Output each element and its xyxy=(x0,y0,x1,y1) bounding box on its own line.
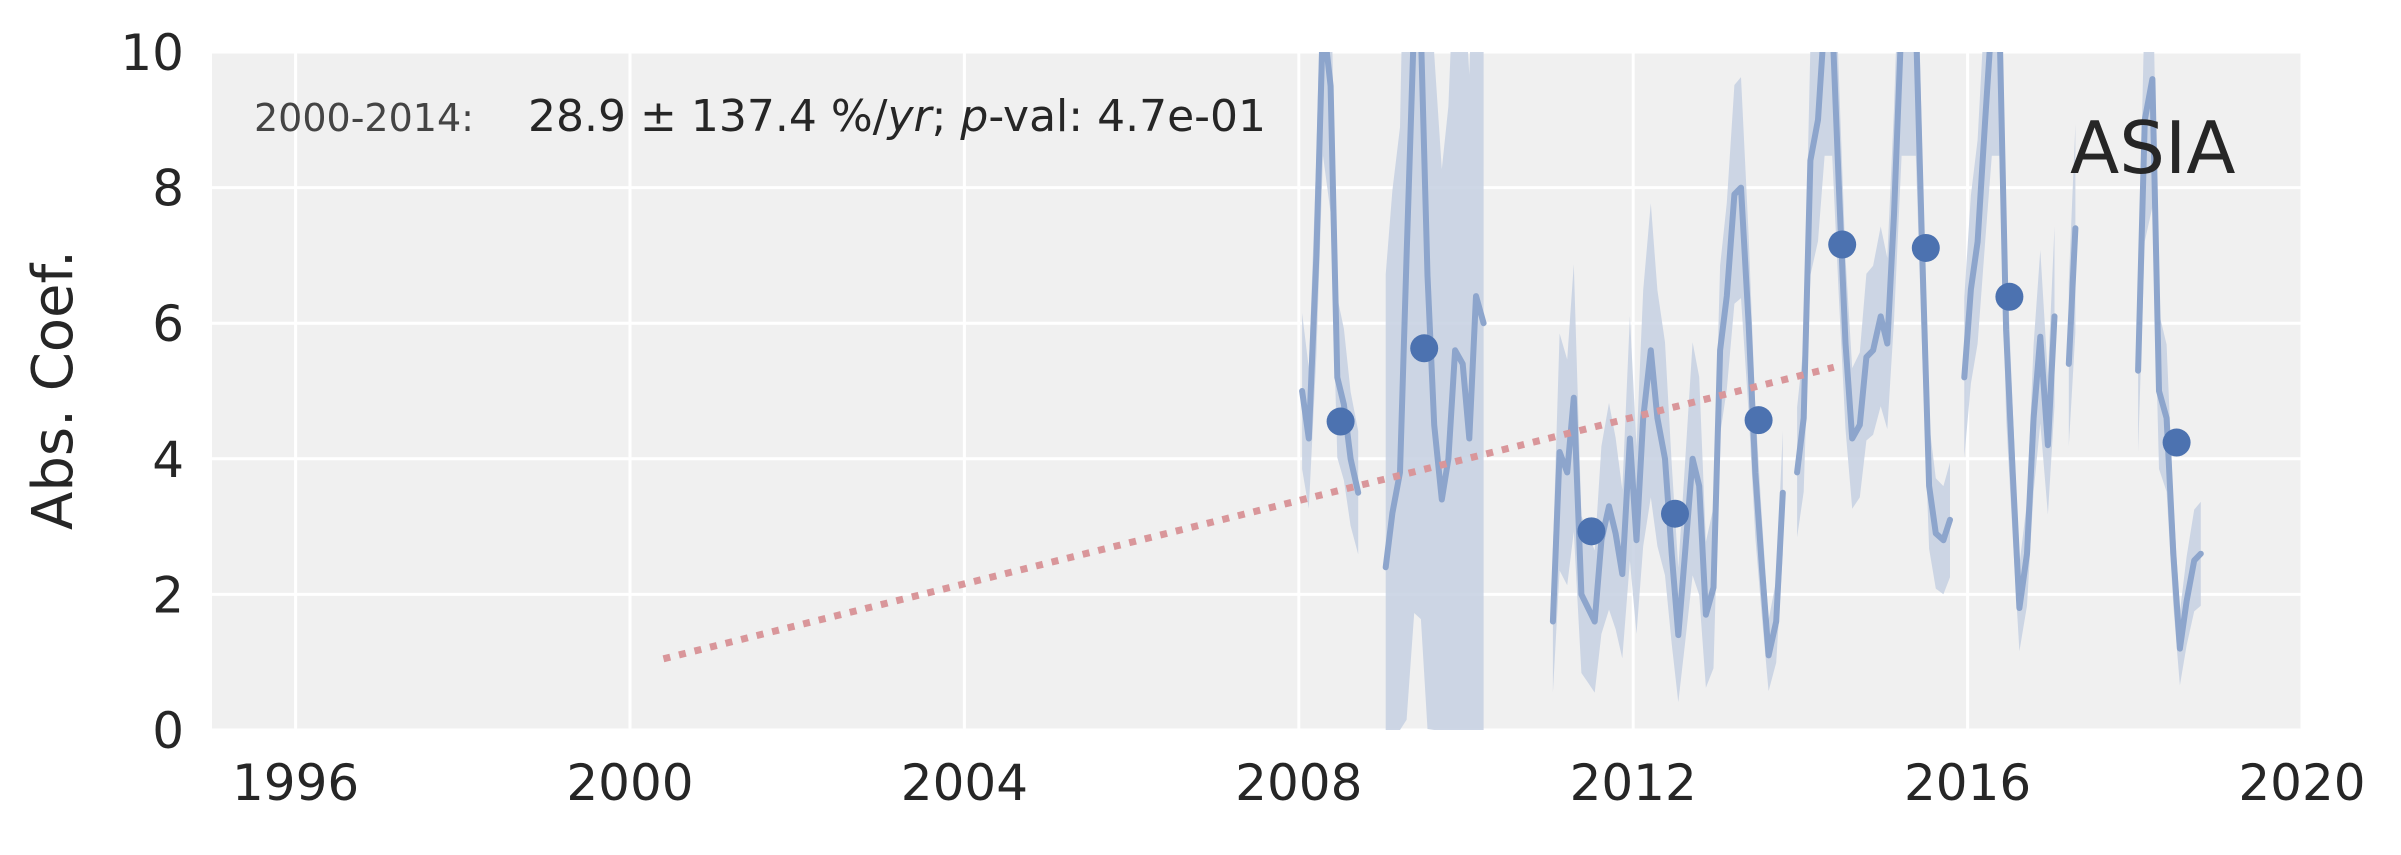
x-tick-label: 2020 xyxy=(2238,754,2365,812)
trend-uncertainty: 137.4 xyxy=(691,91,817,142)
y-tick-label: 8 xyxy=(152,160,184,218)
y-tick-label: 2 xyxy=(152,566,184,624)
annual-mean-point xyxy=(2162,428,2191,457)
trend-stats: 28.9 ± 137.4 %/yr; p-val: 4.7e-01 xyxy=(528,91,1266,142)
monthly-series-line xyxy=(1299,52,1362,496)
data-layer xyxy=(662,52,2204,730)
y-axis-label: Abs. Coef. xyxy=(21,250,86,530)
annual-mean-point xyxy=(1326,407,1355,436)
x-tick-label: 2008 xyxy=(1235,754,1362,812)
y-tick-label: 6 xyxy=(152,295,184,353)
monthly-series-line xyxy=(1794,52,1953,544)
uncertainty-band xyxy=(1552,77,1783,703)
trend-pval: -val: 4.7e-01 xyxy=(988,91,1266,142)
annual-mean-point xyxy=(1744,406,1773,435)
x-tick-label: 2016 xyxy=(1904,754,2031,812)
trend-period: 2000-2014: xyxy=(254,96,474,140)
x-axis-ticks: 1996 2000 2004 2008 2012 2016 2020 xyxy=(232,754,2366,812)
annual-mean-point xyxy=(1661,499,1689,528)
monthly-series-line xyxy=(1961,52,2058,611)
annual-mean-point xyxy=(1911,233,1940,262)
x-tick-label: 1996 xyxy=(232,754,359,812)
monthly-series-line xyxy=(1382,52,1487,571)
trend-sep: ; xyxy=(932,91,947,142)
trend-slope: 28.9 xyxy=(528,91,626,142)
x-tick-label: 2000 xyxy=(566,754,693,812)
monthly-series-line xyxy=(2065,225,2079,367)
grid xyxy=(212,50,2304,732)
x-tick-label: 2004 xyxy=(901,754,1028,812)
region-label: ASIA xyxy=(2070,106,2235,190)
y-tick-label: 0 xyxy=(152,702,184,760)
uncertainty-band xyxy=(1797,52,1950,595)
plot-background xyxy=(212,52,2302,730)
annual-mean-point xyxy=(1577,517,1606,546)
trend-p: p xyxy=(959,91,988,142)
monthly-series-line xyxy=(2135,76,2204,652)
y-tick-label: 4 xyxy=(152,431,184,489)
trend-unit-italic: yr xyxy=(885,91,934,142)
y-axis-ticks: 0 2 4 6 8 10 xyxy=(120,24,184,760)
trend-pm: ± xyxy=(640,91,677,142)
annual-mean-point xyxy=(1828,230,1857,259)
annual-mean-point xyxy=(1995,282,2024,311)
trend-unit: %/ xyxy=(831,91,888,142)
annual-mean-point xyxy=(1410,334,1439,363)
y-tick-label: 10 xyxy=(120,24,184,82)
x-tick-label: 2012 xyxy=(1570,754,1697,812)
